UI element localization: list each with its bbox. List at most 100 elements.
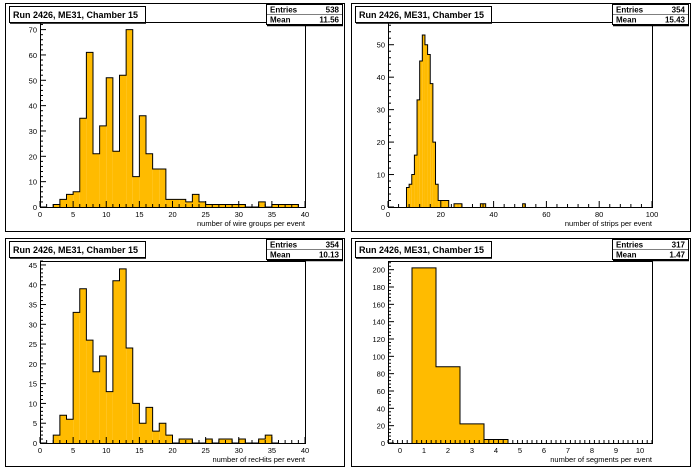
x-tick-label: 60 — [542, 210, 550, 219]
x-tick-label: 30 — [235, 210, 243, 219]
histogram-bar — [419, 60, 423, 208]
histogram-title: Run 2426, ME31, Chamber 15 — [13, 245, 138, 255]
histogram-bar — [205, 204, 213, 207]
histogram-bar — [205, 439, 213, 443]
histogram-bar — [218, 439, 226, 443]
histogram-bar — [112, 151, 120, 207]
histogram-bar — [179, 199, 186, 207]
histogram-bar — [59, 199, 67, 207]
histogram-bar — [454, 203, 457, 207]
histogram-bar — [66, 419, 74, 443]
x-tick-label: 0 — [38, 210, 42, 219]
y-tick-label: 35 — [29, 301, 37, 310]
x-axis: 0 5 10 15 20 25 30 35 40 — [38, 201, 309, 219]
y-tick-label: 120 — [372, 335, 385, 344]
histogram-bar — [106, 77, 113, 207]
histogram-bar — [66, 194, 74, 207]
x-axis-label: number of wire groups per event — [197, 219, 306, 228]
x-tick-label: 0 — [398, 446, 402, 455]
histogram-bar — [435, 184, 439, 207]
stats-mean-label: Mean — [616, 16, 637, 25]
x-tick-label: 40 — [301, 210, 309, 219]
y-tick-label: 30 — [29, 127, 37, 136]
y-tick-label: 10 — [377, 171, 385, 180]
histogram-bar — [146, 153, 153, 207]
histogram-bar — [139, 115, 147, 207]
histogram-bar — [483, 203, 486, 207]
histogram-bar — [480, 203, 484, 207]
histogram-bar — [185, 201, 193, 207]
y-tick-label: 70 — [29, 26, 37, 35]
y-tick-label: 180 — [372, 283, 385, 292]
x-tick-label: 0 — [386, 210, 390, 219]
histogram-bars — [53, 29, 299, 207]
y-tick-label: 10 — [29, 399, 37, 408]
y-tick-label: 40 — [377, 404, 385, 413]
x-tick-label: 6 — [542, 446, 546, 455]
histogram-title: Run 2426, ME31, Chamber 15 — [13, 10, 138, 20]
y-tick-label: 40 — [29, 281, 37, 290]
histogram-bar — [432, 142, 436, 207]
x-tick-label: 35 — [268, 446, 276, 455]
histogram-bar — [59, 415, 67, 443]
y-tick-label: 200 — [372, 266, 385, 275]
x-tick-label: 8 — [590, 446, 594, 455]
stats-mean-value: 11.56 — [319, 16, 339, 25]
histogram-bar — [132, 176, 140, 207]
histogram-bar — [79, 118, 87, 207]
histogram-bar — [53, 204, 60, 207]
histogram-outline — [411, 267, 509, 443]
histogram-bar — [152, 168, 160, 207]
x-axis: 0 20 40 60 80 100 — [386, 201, 658, 219]
histogram-bar — [179, 439, 186, 443]
histogram-bar — [132, 403, 140, 443]
y-tick-label: 40 — [377, 73, 385, 82]
histogram-bar — [73, 312, 80, 443]
histogram-outline — [405, 34, 526, 207]
plot-frame — [388, 22, 653, 208]
x-tick-label: 15 — [135, 210, 143, 219]
histogram-bar — [146, 407, 153, 443]
histogram-bars — [53, 268, 272, 443]
stats-mean-label: Mean — [270, 16, 291, 25]
stats-entries-label: Entries — [270, 241, 298, 250]
histogram-bar — [238, 204, 246, 207]
histogram-bar — [212, 204, 219, 207]
histogram-bar — [192, 194, 200, 207]
x-tick-label: 20 — [168, 446, 176, 455]
y-axis: 0 5 10 15 20 25 30 35 40 45 — [29, 260, 46, 448]
y-tick-label: 0 — [33, 439, 37, 448]
stats-entries-label: Entries — [616, 241, 644, 250]
histogram-bar — [438, 200, 441, 207]
y-tick-label: 0 — [33, 203, 37, 212]
x-axis-label: number of segments per event — [550, 455, 653, 464]
x-tick-label: 10 — [636, 446, 644, 455]
y-tick-label: 20 — [377, 138, 385, 147]
x-tick-label: 7 — [566, 446, 570, 455]
x-tick-label: 25 — [201, 210, 209, 219]
histogram-bars — [412, 267, 508, 443]
histogram-bar — [165, 435, 173, 443]
x-tick-label: 25 — [201, 446, 209, 455]
histogram-bar — [159, 168, 166, 207]
histogram-pad-rechits: 0 5 10 15 20 25 30 35 40 0 5 10 15 20 25 30 35 40 45 number… — [5, 238, 345, 467]
y-tick-label: 30 — [29, 320, 37, 329]
histogram-bar — [422, 34, 425, 208]
histogram-bar — [126, 29, 133, 207]
stats-mean-value: 1.47 — [669, 251, 685, 260]
histogram-bar — [225, 204, 233, 207]
histogram-bar — [93, 371, 100, 443]
histogram-bar — [271, 204, 279, 207]
y-tick-label: 15 — [29, 380, 37, 389]
histogram-bar — [409, 184, 412, 207]
x-tick-label: 40 — [301, 446, 309, 455]
y-tick-label: 60 — [377, 387, 385, 396]
histogram-bar — [417, 99, 420, 207]
histogram-bar — [86, 52, 94, 207]
x-tick-label: 20 — [168, 210, 176, 219]
y-tick-label: 0 — [381, 439, 385, 448]
histogram-bars — [406, 34, 526, 208]
y-axis: 0 10 20 30 40 50 60 70 — [29, 24, 46, 212]
y-tick-label: 20 — [29, 360, 37, 369]
